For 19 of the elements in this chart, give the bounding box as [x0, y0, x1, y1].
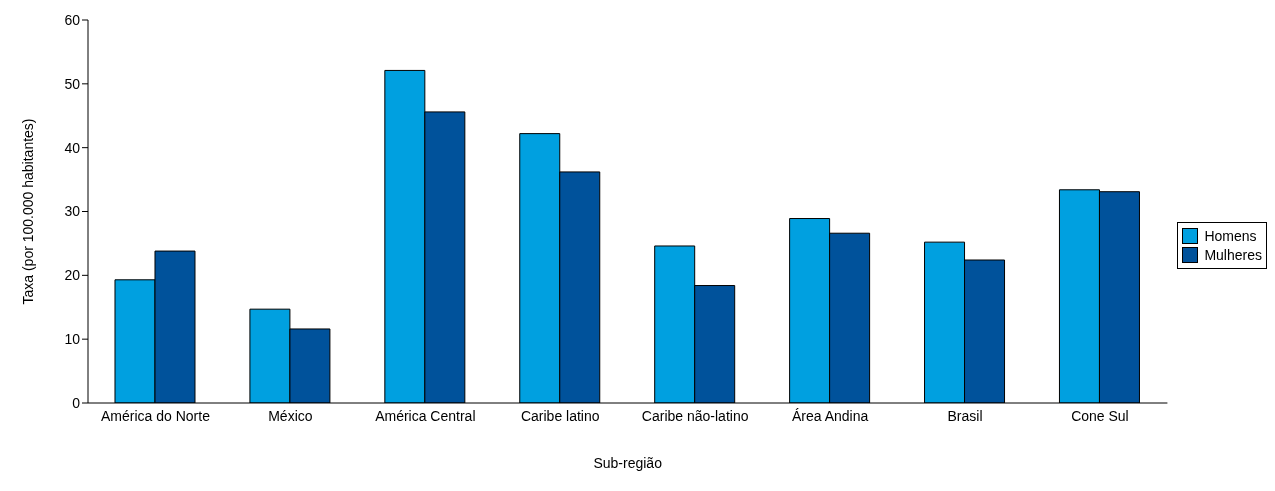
x-tick-label: Caribe latino: [520, 407, 600, 424]
y-axis-title: Taxa (por 100.000 habitantes): [19, 118, 36, 305]
y-tick-label: 20: [64, 267, 81, 284]
x-axis-title: Sub-região: [593, 455, 663, 471]
x-tick-label: Caribe não-latino: [641, 407, 749, 424]
y-tick-label: 10: [64, 331, 81, 348]
x-tick-label: Cone Sul: [1071, 407, 1129, 424]
x-tick-label: América Central: [375, 407, 476, 424]
x-tick-label: Área Andina: [791, 407, 869, 424]
y-tick-label: 50: [64, 75, 81, 92]
x-tick-label: México: [268, 407, 313, 424]
x-tick-label: América do Norte: [100, 407, 211, 424]
y-tick-label: 60: [64, 11, 81, 28]
legend-label: Mulheres: [1204, 247, 1262, 263]
x-tick-label: Brasil: [947, 407, 983, 424]
y-tick-label: 40: [64, 139, 81, 156]
legend-label: Homens: [1204, 228, 1257, 244]
y-tick-label: 0: [72, 394, 81, 411]
y-tick-label: 30: [64, 203, 81, 220]
